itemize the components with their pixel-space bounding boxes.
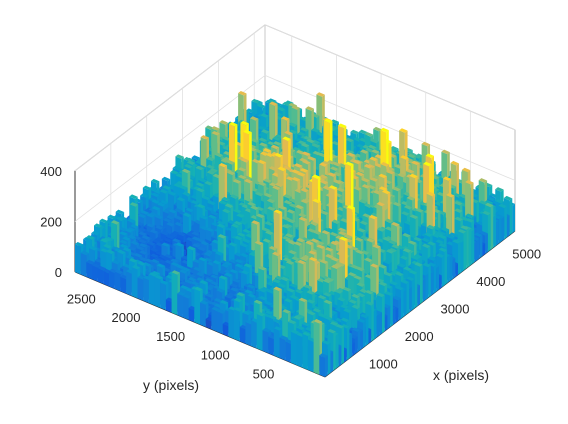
surface-cell — [330, 125, 340, 131]
surface-cell — [249, 116, 259, 121]
surface-column — [485, 233, 488, 254]
surface-cell — [345, 137, 354, 143]
surface-cell — [191, 155, 201, 160]
surface-cell — [370, 138, 379, 144]
surface-cell — [291, 105, 300, 110]
surface-cell — [305, 106, 314, 111]
surface-cell — [306, 138, 315, 144]
surface-cell — [260, 113, 269, 118]
surface-cell — [358, 129, 368, 135]
surface-cell — [261, 129, 270, 134]
surface-cell — [311, 127, 320, 133]
surface-cell — [288, 122, 298, 128]
grid-line — [264, 24, 516, 131]
surface-column — [512, 203, 515, 234]
surface — [75, 91, 515, 377]
surface-cell — [211, 131, 220, 136]
surface-cell — [297, 131, 306, 137]
surface-cell — [281, 116, 290, 121]
surface-cell — [257, 103, 266, 109]
surface-cell — [331, 140, 340, 146]
grid-line — [74, 75, 266, 222]
surface-cell — [300, 127, 309, 132]
surface-cell — [272, 136, 281, 141]
surface-cell — [276, 106, 286, 112]
surface-cell — [238, 91, 247, 96]
surface-column — [490, 205, 494, 250]
surface-cell — [330, 119, 339, 124]
surface-cell — [364, 132, 374, 137]
surface-cell — [350, 129, 359, 135]
surface-column — [498, 217, 502, 244]
surface-cell — [390, 146, 399, 151]
surface-cell — [269, 101, 278, 106]
surface-cell — [246, 108, 255, 113]
surface-cell — [250, 138, 259, 143]
surface-cell — [368, 144, 377, 150]
surface-column — [487, 213, 491, 252]
surface-column — [482, 243, 486, 257]
surface-cell — [222, 136, 231, 141]
surface-cell — [251, 98, 260, 104]
surface-cell — [211, 126, 220, 131]
surface-cell — [373, 126, 382, 132]
surface-cell — [300, 142, 310, 148]
surface-cell — [258, 137, 268, 143]
surface-cell — [311, 143, 321, 148]
surface-column — [506, 215, 510, 238]
surface-cell — [219, 120, 228, 125]
surface-column — [493, 215, 496, 248]
surface-column — [496, 220, 499, 246]
surface-cell — [316, 92, 325, 97]
surface-cell — [257, 126, 267, 131]
surface-column — [501, 216, 505, 242]
grid-line — [74, 24, 266, 172]
surface-cell — [272, 141, 282, 146]
surface-column — [509, 198, 513, 236]
grid-line — [264, 75, 516, 181]
surface-cell — [288, 129, 298, 135]
surface-column — [504, 206, 507, 240]
